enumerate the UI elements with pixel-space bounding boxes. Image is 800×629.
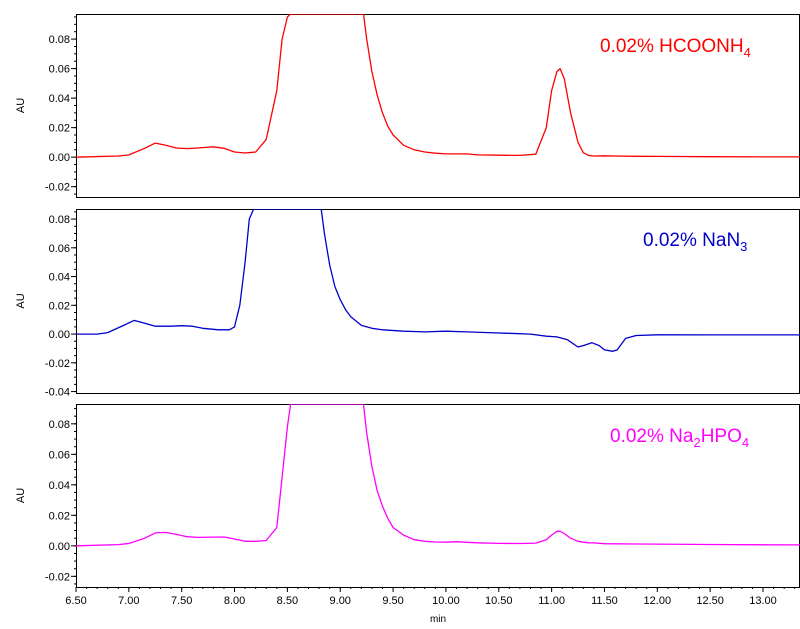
x-tick-label: 11.50 xyxy=(591,595,618,607)
chromatogram-trace xyxy=(76,209,800,352)
x-tick-label: 11.00 xyxy=(538,595,565,607)
series-annotation: 0.02% NaN3 xyxy=(643,230,747,254)
x-tick-label: 12.50 xyxy=(696,595,724,607)
y-tick-label: 0.00 xyxy=(49,329,70,341)
y-tick-label: 0.02 xyxy=(49,123,70,135)
y-tick-label: -0.02 xyxy=(45,358,70,370)
y-tick-label: -0.04 xyxy=(45,387,70,399)
y-tick-label: -0.02 xyxy=(45,182,70,194)
chromatogram-trace xyxy=(76,404,800,547)
x-tick-label: 13.00 xyxy=(749,595,777,607)
series-annotation: 0.02% HCOONH4 xyxy=(600,36,751,60)
y-tick-label: 0.04 xyxy=(49,272,70,284)
series-annotation: 0.02% Na2HPO4 xyxy=(610,426,749,450)
x-tick-label: 10.00 xyxy=(432,595,460,607)
x-tick-label: 7.00 xyxy=(118,595,139,607)
chromatogram-trace xyxy=(76,14,800,158)
y-tick-label: 0.04 xyxy=(49,93,70,105)
x-tick-label: 12.00 xyxy=(644,595,672,607)
y-tick-label: 0.00 xyxy=(49,152,70,164)
y-tick-label: 0.04 xyxy=(49,480,70,492)
y-tick-label: 0.08 xyxy=(49,214,70,226)
x-tick-label: 7.50 xyxy=(171,595,192,607)
y-tick-label: 0.06 xyxy=(49,243,70,255)
y-tick-label: 0.06 xyxy=(49,449,70,461)
x-tick-label: 6.50 xyxy=(65,595,86,607)
y-tick-label: 0.08 xyxy=(49,34,70,46)
y-tick-label: 0.02 xyxy=(49,510,70,522)
chart-panel-2: -0.04 -0.02 0.00 0.02 0.04 0.06 0.08 AU 0.02% Na… xyxy=(15,209,800,399)
x-tick-label: 8.00 xyxy=(224,595,245,607)
x-tick-label: 9.50 xyxy=(382,595,403,607)
x-tick-label: 9.00 xyxy=(330,595,351,607)
y-tick-label: 0.06 xyxy=(49,64,70,76)
y-tick-label: 0.02 xyxy=(49,300,70,312)
y-axis-label: AU xyxy=(15,98,27,113)
x-tick-label: 10.50 xyxy=(485,595,513,607)
x-axis-label: min xyxy=(430,614,446,624)
y-axis-label: AU xyxy=(15,488,27,503)
x-tick-label: 8.50 xyxy=(277,595,298,607)
y-tick-label: -0.02 xyxy=(45,571,70,583)
y-tick-label: 0.00 xyxy=(49,541,70,553)
chart-panel-3: -0.02 0.00 0.02 0.04 0.06 0.08 AU 6.50 7.00 7.50 8… xyxy=(15,404,800,625)
y-tick-label: 0.08 xyxy=(49,419,70,431)
chart-panel-1: -0.02 0.00 0.02 0.04 0.06 0.08 AU 0.02% HCOONH4 xyxy=(15,14,800,198)
y-axis-label: AU xyxy=(15,293,27,308)
